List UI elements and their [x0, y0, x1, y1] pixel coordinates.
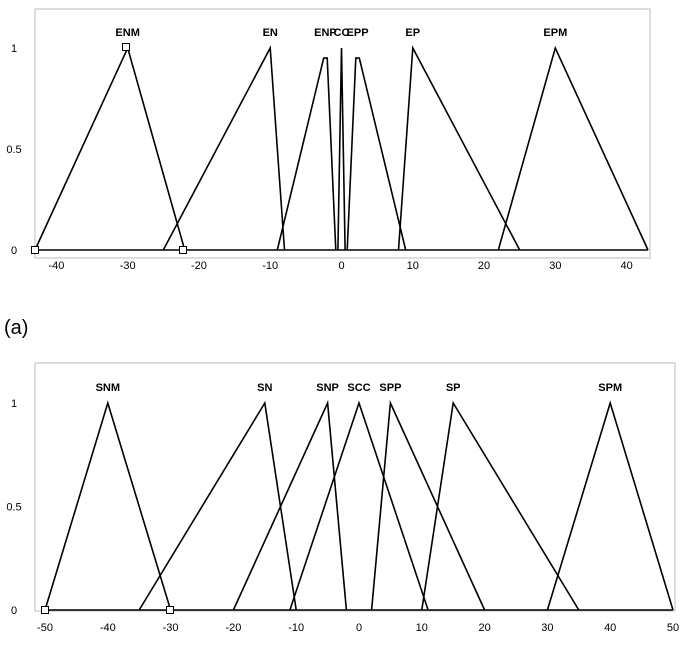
x-tick-label: -30	[120, 260, 136, 272]
x-tick-label: -20	[191, 260, 207, 272]
x-tick-label: -10	[288, 622, 304, 634]
mf-label-scc: SCC	[347, 382, 370, 394]
mf-label-epm: EPM	[543, 27, 567, 39]
y-tick-label: 0	[11, 245, 17, 257]
mf-line-snp	[232, 399, 348, 611]
y-tick-label: 1	[11, 43, 17, 55]
mf-label-cc: CC	[334, 27, 350, 39]
y-tick-label: 0.5	[6, 502, 21, 514]
selection-marker[interactable]	[122, 43, 130, 51]
x-tick-label: -50	[37, 622, 53, 634]
mf-line-epp	[346, 57, 407, 251]
mf-line-spp	[370, 399, 486, 611]
mf-line-enp	[276, 57, 337, 251]
mf-line-snm	[44, 400, 172, 611]
x-tick-label: 40	[620, 260, 632, 272]
mf-line-en	[162, 45, 286, 251]
mf-label-snp: SNP	[316, 382, 339, 394]
x-tick-label: 30	[549, 260, 561, 272]
x-tick-label: -30	[163, 622, 179, 634]
mf-line-sn	[138, 400, 297, 611]
selection-marker[interactable]	[166, 606, 174, 614]
mf-label-spm: SPM	[598, 382, 622, 394]
mf-line-scc	[289, 400, 429, 611]
y-tick-label: 0.5	[6, 144, 21, 156]
x-tick-label: -40	[100, 622, 116, 634]
selection-marker[interactable]	[41, 606, 49, 614]
x-tick-label: 40	[604, 622, 616, 634]
panel-label-a: (a)	[4, 317, 28, 339]
x-tick-label: 10	[416, 622, 428, 634]
selection-marker[interactable]	[31, 246, 39, 254]
mf-label-enm: ENM	[115, 27, 139, 39]
mf-label-sp: SP	[446, 382, 461, 394]
mf-label-ep: EP	[405, 27, 420, 39]
mf-label-epp: EPP	[347, 27, 369, 39]
selection-marker[interactable]	[179, 246, 187, 254]
x-tick-label: 20	[478, 260, 490, 272]
mf-line-cc	[337, 47, 346, 251]
y-tick-label: 1	[11, 398, 17, 410]
mf-line-sp	[421, 400, 580, 611]
mf-line-spm	[546, 400, 674, 611]
mf-label-spp: SPP	[379, 382, 401, 394]
x-tick-label: 20	[478, 622, 490, 634]
chart-b: -50 -40 -30 -20 -10 0 10 20 30 40 50 0 0.5 1 SNM SN SNP S…	[6, 362, 679, 634]
plot-frame	[34, 362, 676, 612]
mf-label-enp: ENP	[314, 27, 337, 39]
x-tick-label: -40	[48, 260, 64, 272]
x-tick-label: 30	[541, 622, 553, 634]
x-tick-label: -20	[225, 622, 241, 634]
x-tick-label: 10	[407, 260, 419, 272]
mf-label-sn: SN	[257, 382, 272, 394]
mf-label-en: EN	[263, 27, 278, 39]
x-tick-label: 0	[338, 260, 344, 272]
mf-line-epm	[497, 45, 649, 251]
x-tick-label: 0	[356, 622, 362, 634]
mf-label-snm: SNM	[96, 382, 120, 394]
x-tick-label: -10	[262, 260, 278, 272]
x-tick-label: 50	[667, 622, 679, 634]
y-tick-label: 0	[11, 605, 17, 617]
mf-line-ep	[397, 45, 521, 251]
